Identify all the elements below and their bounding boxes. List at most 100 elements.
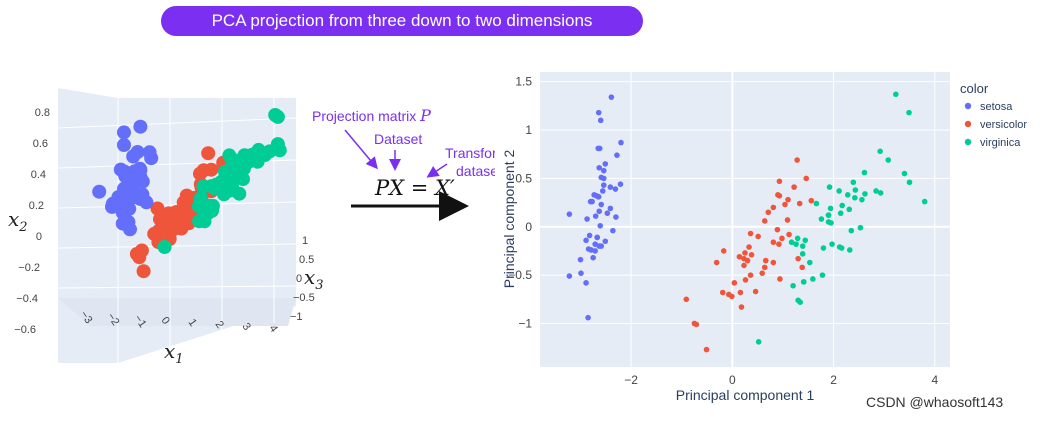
transformed-arrow: [426, 163, 448, 178]
scatter-point-virginica: [826, 184, 833, 190]
x-tick-label: 4: [931, 373, 938, 387]
pane-gridline: [57, 201, 297, 209]
x3-tick-label: 1: [302, 235, 308, 247]
legend-marker-virginica: [964, 138, 972, 146]
projection-matrix-text: Projection matrix: [312, 108, 420, 124]
x1-tick-label: −1: [132, 313, 149, 330]
scatter-point-virginica: [827, 205, 834, 212]
scatter-point-versicolor: [748, 252, 755, 258]
scatter-point-virginica: [846, 247, 853, 253]
scatter-point-versicolor: [752, 288, 759, 295]
x1-label-sub: 1: [175, 352, 183, 367]
y-axis-title: Principal component 2: [501, 150, 517, 289]
scatter-point-setosa: [612, 186, 619, 192]
scatter-point-setosa: [600, 175, 607, 182]
scatter-point-setosa: [583, 237, 589, 244]
projection-matrix-label: Projection matrix P: [312, 106, 431, 125]
x2-tick-label: −0.2: [18, 262, 40, 274]
equation: PX = X′: [374, 176, 455, 200]
x2-tick-label: 0.6: [33, 138, 48, 150]
scatter-point-versicolor: [799, 264, 805, 271]
scatter-point-setosa: [594, 234, 600, 241]
scatter-point-versicolor: [761, 264, 768, 271]
3d-point-virginica: [226, 158, 241, 173]
scatter-point-versicolor: [791, 184, 797, 190]
3d-point-setosa: [109, 199, 123, 214]
scatter-point-versicolor: [786, 231, 792, 238]
x2-label-sub: 2: [18, 220, 27, 235]
scatter-point-versicolor: [693, 321, 700, 328]
scatter-point-virginica: [806, 259, 813, 266]
x2-tick-label: 0.8: [35, 107, 50, 119]
3d-point-virginica: [272, 143, 287, 158]
x-tick-labels: −2 0 2 4: [624, 373, 938, 387]
x3-label-sub: 3: [315, 278, 323, 293]
scatter-point-versicolor: [746, 244, 752, 250]
x-tick-label: 0: [729, 373, 736, 387]
scatter-point-setosa: [585, 314, 591, 321]
scatter-point-versicolor: [726, 291, 732, 298]
scatter-point-virginica: [825, 212, 832, 218]
scatter-point-versicolor: [782, 201, 788, 208]
3d-point-setosa: [142, 145, 157, 160]
pca-scatter-chart: −2 0 2 4 1.5 1 0.5 0 −0.5 −1 Principal component…: [501, 72, 1027, 403]
scatter-point-setosa: [596, 164, 603, 171]
legend-marker-setosa: [964, 102, 972, 110]
scatter-point-virginica: [755, 339, 762, 345]
left-3d-plot: 0.8 0.6 0.4 0.2 0 −0.2 −0.4 −0.6 −3 −2 −1 0 1 2 3 4 1 0…: [8, 88, 324, 367]
3d-point-setosa: [127, 164, 142, 179]
scatter-point-virginica: [846, 206, 853, 213]
x2-tick-label: 0.4: [31, 169, 46, 181]
scatter-point-virginica: [848, 227, 855, 234]
scatter-point-setosa: [617, 181, 624, 187]
scatter-point-setosa: [566, 211, 573, 217]
scatter-point-versicolor: [776, 178, 783, 185]
y-tick-label: 1: [525, 123, 532, 137]
scatter-point-virginica: [852, 187, 859, 193]
scatter-point-versicolor: [703, 346, 710, 353]
scatter-point-virginica: [794, 235, 801, 242]
transformed-label-1: Transformed: [445, 145, 495, 161]
3d-point-versicolor: [159, 213, 174, 228]
3d-point-versicolor: [147, 226, 162, 241]
legend-label-versicolor: versicolor: [980, 119, 1027, 131]
x3-tick-labels: 1 0.5 0 −0.5 −1: [290, 235, 315, 323]
watermark: CSDN @whaosoft143: [866, 394, 1004, 410]
pane-gridline: [57, 285, 297, 289]
legend-marker-versicolor: [964, 120, 972, 128]
scatter-point-virginica: [857, 224, 864, 231]
3d-point-setosa: [133, 119, 148, 134]
scatter-point-setosa: [585, 246, 592, 252]
scatter-point-virginica: [901, 170, 908, 177]
scatter-point-setosa: [614, 152, 620, 158]
x1-tick-label: −3: [78, 309, 95, 326]
x1-tick-label: 0: [159, 315, 172, 327]
projection-matrix-var: P: [419, 106, 431, 125]
3d-point-setosa: [127, 187, 142, 202]
scatter-point-versicolor: [755, 233, 761, 240]
scatter-point-versicolor: [784, 217, 791, 223]
scatter-point-virginica: [836, 188, 842, 194]
scatter-point-setosa: [596, 208, 603, 215]
scatter-point-virginica: [906, 179, 913, 186]
scatter-point-virginica: [844, 192, 851, 198]
title-banner: PCA projection from three down to two di…: [161, 6, 643, 36]
scatter-point-virginica: [799, 243, 806, 249]
x1-axis-label: x1: [164, 339, 184, 367]
scatter-point-setosa: [595, 109, 602, 116]
pane-grid: [57, 98, 297, 363]
3d-point-setosa: [117, 125, 131, 140]
3d-point-virginica: [207, 181, 222, 196]
scatter-point-setosa: [602, 161, 609, 167]
y-tick-label: −1: [518, 316, 532, 330]
scatter-point-setosa: [586, 232, 593, 239]
title-text: PCA projection from three down to two di…: [211, 11, 593, 30]
scatter-point-virginica: [850, 179, 857, 186]
scatter-point-versicolor: [744, 257, 751, 264]
x2-tick-label: −0.4: [16, 293, 38, 305]
scatter-point-versicolor: [775, 192, 781, 198]
scatter-point-virginica: [810, 276, 816, 282]
pane-gridline: [57, 117, 297, 129]
x1-tick-label: 3: [240, 321, 253, 333]
3d-point-virginica: [218, 180, 232, 195]
